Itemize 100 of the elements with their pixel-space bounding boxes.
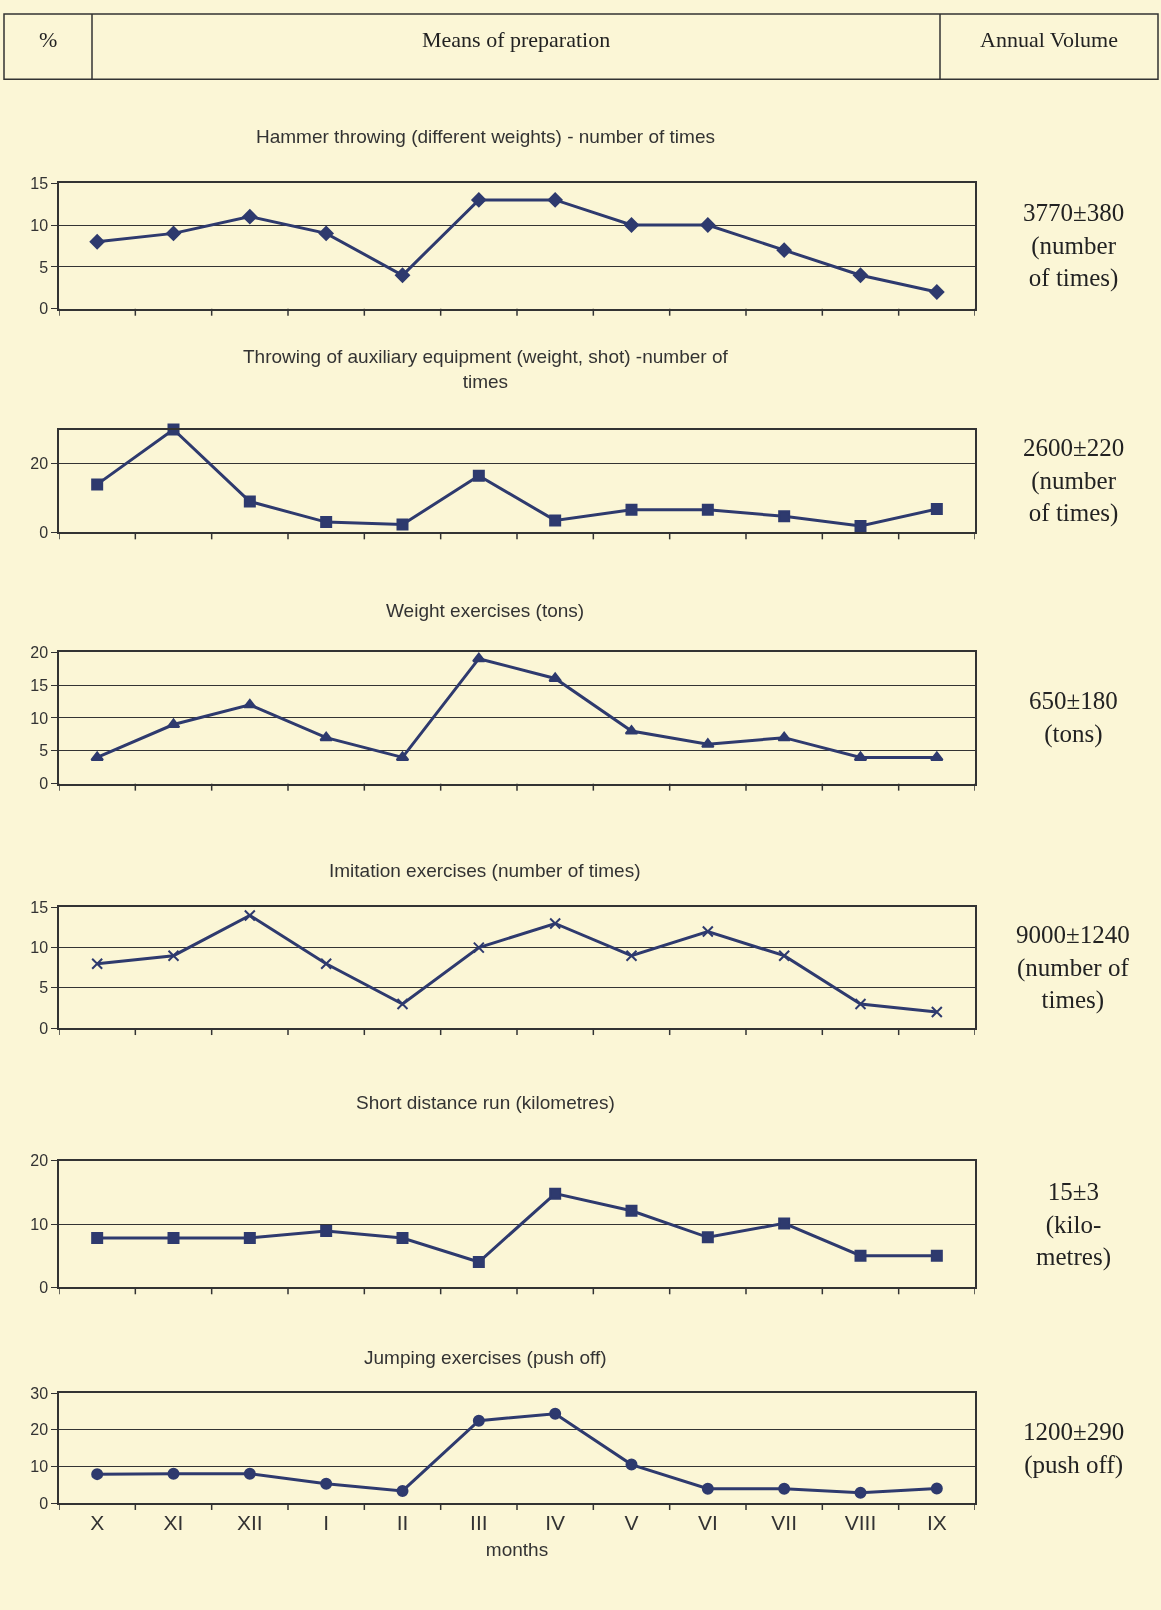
x-tick-label: V [624,1511,639,1534]
x-tick-label: VI [697,1511,718,1534]
y-tick-label: 15 [30,174,49,192]
point [778,949,791,962]
y-tick-label: 0 [39,524,49,541]
y-tick-label: 10 [30,939,49,957]
y-tick-label: 20 [30,1421,49,1439]
text: % [39,27,58,52]
x-tick-label: IV [545,1511,566,1534]
point [625,949,638,962]
y-tick-label: 10 [30,1458,49,1476]
point [472,652,486,663]
point [243,495,256,508]
point [472,941,485,954]
point [91,1468,104,1481]
point [320,1224,333,1237]
point [778,1482,791,1495]
point [396,997,409,1010]
point [776,242,792,258]
point [624,217,639,233]
point [930,1482,943,1495]
text: 2600±220 (number of times) [1023,434,1125,527]
chart-title: Throwing of auxiliary equipment (weight, shot) -number of times [243,346,729,392]
y-tick-label: 5 [39,742,49,760]
x-tick-label: VII [771,1511,798,1534]
point [701,1231,714,1244]
point [320,516,333,529]
x-tick-label: XI [163,1511,184,1534]
point [166,225,181,241]
chart-title: Jumping exercises (push off) [364,1347,607,1368]
y-tick-label: 0 [39,1278,49,1296]
y-tick-label: 5 [39,979,49,997]
point [471,192,487,208]
point [778,510,791,523]
x-tick-label: VIII [844,1511,877,1534]
point [472,1414,485,1427]
text: 15±3 (kilo- metres) [1036,1178,1111,1271]
point [853,267,868,283]
y-tick-label: 0 [39,1019,49,1037]
x-tick-label: III [470,1511,488,1534]
x-tick-label: IX [926,1511,947,1534]
point [472,469,485,482]
y-tick-label: 0 [39,775,49,793]
y-tick-label: 30 [30,1384,49,1402]
chart-title: Hammer throwing (different weights) - number of times [256,126,715,147]
point [318,225,334,241]
point [396,518,409,531]
text: 3770±380 (number of times) [1023,199,1125,292]
point [243,909,256,922]
point [396,1484,409,1497]
y-tick-label: 5 [39,258,49,276]
point [701,925,714,938]
point [549,917,562,930]
point [625,1204,638,1217]
y-tick-label: 20 [30,643,49,661]
point [320,1477,333,1490]
point [930,1006,943,1019]
x-tick-label: I [323,1511,330,1534]
point [91,957,104,970]
point [930,751,944,761]
point [930,503,943,516]
y-tick-label: 20 [30,1152,49,1170]
point [243,1231,256,1244]
point [549,1187,562,1200]
point [625,1458,638,1471]
y-tick-label: 0 [39,1494,49,1512]
point [243,1467,256,1480]
point [548,672,562,682]
text: Annual Volume [980,27,1118,52]
point [89,234,105,250]
point [395,267,410,283]
point [701,738,715,748]
point [701,503,714,516]
point [319,731,333,742]
y-tick-label: 15 [30,899,49,916]
x-axis-title: months [485,1539,549,1561]
point [777,731,791,742]
point [91,478,104,491]
point [166,718,181,729]
y-tick-label: 20 [30,455,49,473]
point [701,1482,714,1495]
text: 650±180 (tons) [1029,687,1118,748]
point [243,698,257,709]
point [625,503,638,516]
text: 1200±290 (push off) [1023,1418,1125,1479]
point [547,192,563,208]
point [854,1486,867,1499]
y-tick-label: 0 [39,300,49,318]
point [167,949,180,962]
point [549,1407,562,1420]
x-tick-label: XII [236,1511,263,1534]
point [929,284,945,300]
point [90,751,104,761]
y-tick-label: 10 [30,1215,49,1233]
point [91,1231,104,1244]
point [854,519,867,532]
text: 9000±1240 (number of times) [1016,921,1130,1014]
y-tick-label: 10 [30,709,49,727]
point [472,1256,485,1269]
point [854,1249,867,1262]
